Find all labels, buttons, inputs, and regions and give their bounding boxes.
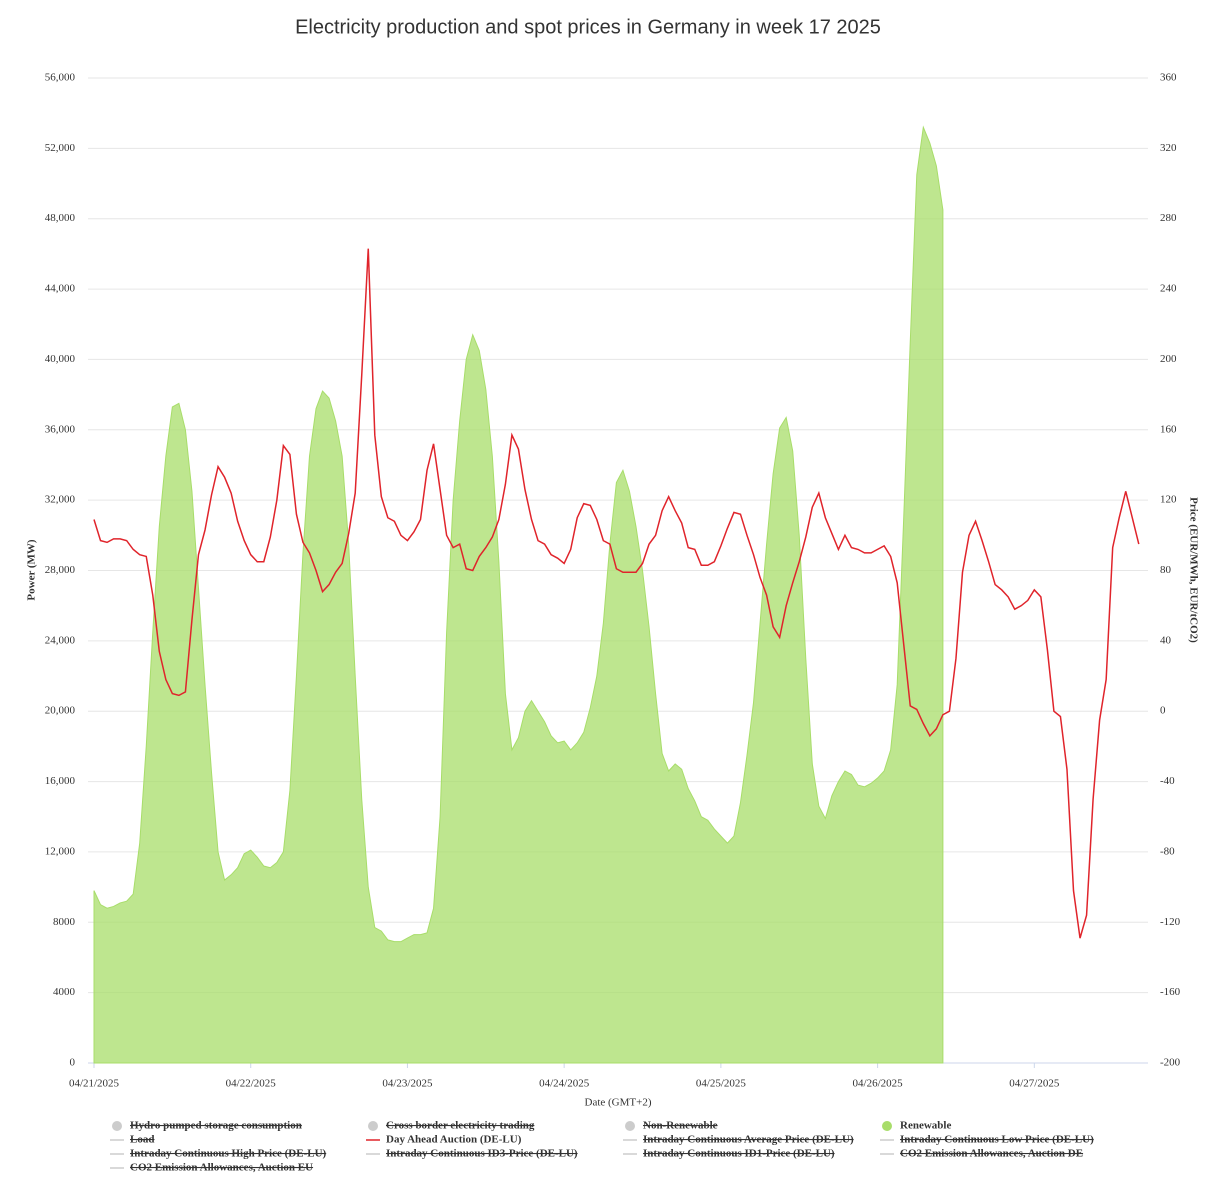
legend-item[interactable]: CO2 Emission Allowances, Auction DE [900, 1148, 1083, 1160]
y2-tick-label: 40 [1160, 634, 1172, 646]
legend-item[interactable]: Intraday Continuous High Price (DE-LU) [130, 1148, 327, 1160]
legend-item[interactable]: Hydro pumped storage consumption [130, 1120, 302, 1132]
y2-tick-label: -40 [1160, 775, 1175, 787]
x-axis-label: Date (GMT+2) [585, 1097, 652, 1109]
legend-item[interactable]: Renewable [900, 1120, 951, 1132]
x-tick-label: 04/23/2025 [382, 1078, 433, 1090]
legend-item[interactable]: CO2 Emission Allowances, Auction EU [130, 1162, 313, 1174]
y-tick-label: 28,000 [45, 564, 76, 576]
y2-tick-label: 320 [1160, 142, 1177, 154]
y-tick-label: 4000 [53, 986, 76, 998]
legend-item[interactable]: Intraday Continuous Low Price (DE-LU) [900, 1134, 1094, 1146]
legend-symbol [882, 1121, 892, 1131]
y2-tick-label: 160 [1160, 423, 1177, 435]
legend-item[interactable]: Intraday Continuous Average Price (DE-LU… [643, 1134, 854, 1146]
legend-item[interactable]: Load [130, 1134, 154, 1146]
chart-title: Electricity production and spot prices i… [295, 16, 881, 38]
y-tick-label: 0 [70, 1057, 76, 1069]
renewable-area [93, 125, 944, 1064]
x-tick-label: 04/24/2025 [539, 1078, 590, 1090]
price-line [93, 248, 1140, 939]
y2-tick-label: 120 [1160, 494, 1177, 506]
y2-axis-label: Price (EUR/MWh, EUR/tCO2) [1187, 497, 1199, 643]
y-tick-label: 52,000 [45, 142, 76, 154]
legend-item[interactable]: Day Ahead Auction (DE-LU) [386, 1134, 522, 1146]
y2-tick-label: -200 [1160, 1057, 1181, 1069]
y-tick-label: 20,000 [45, 705, 76, 717]
y2-tick-label: -120 [1160, 916, 1181, 928]
legend-item[interactable]: Non-Renewable [643, 1120, 718, 1132]
y-tick-label: 56,000 [45, 72, 76, 84]
y2-tick-label: 200 [1160, 353, 1177, 365]
y-axis-label: Power (MW) [26, 539, 38, 601]
y2-tick-label: 240 [1160, 283, 1177, 295]
y-tick-label: 32,000 [45, 494, 76, 506]
legend-symbol [112, 1121, 122, 1131]
y-tick-label: 24,000 [45, 634, 76, 646]
x-tick-label: 04/21/2025 [69, 1078, 120, 1090]
y2-tick-label: 0 [1160, 705, 1166, 717]
y-tick-label: 36,000 [45, 423, 76, 435]
y-tick-label: 8000 [53, 916, 76, 928]
y-tick-label: 48,000 [45, 212, 76, 224]
y-tick-label: 44,000 [45, 283, 76, 295]
y2-tick-label: -160 [1160, 986, 1181, 998]
y-tick-label: 12,000 [45, 845, 76, 857]
legend-item[interactable]: Cross border electricity trading [386, 1120, 535, 1132]
legend-item[interactable]: Intraday Continuous ID1-Price (DE-LU) [643, 1148, 835, 1160]
y2-tick-label: 280 [1160, 212, 1177, 224]
legend-symbol [625, 1121, 635, 1131]
y2-tick-label: 80 [1160, 564, 1172, 576]
x-tick-label: 04/26/2025 [853, 1078, 904, 1090]
y-tick-label: 16,000 [45, 775, 76, 787]
legend-item[interactable]: Intraday Continuous ID3-Price (DE-LU) [386, 1148, 578, 1160]
x-tick-label: 04/27/2025 [1009, 1078, 1060, 1090]
x-tick-label: 04/22/2025 [226, 1078, 277, 1090]
y-tick-label: 40,000 [45, 353, 76, 365]
legend-symbol [368, 1121, 378, 1131]
x-tick-label: 04/25/2025 [696, 1078, 747, 1090]
y2-tick-label: 360 [1160, 72, 1177, 84]
y2-tick-label: -80 [1160, 845, 1175, 857]
